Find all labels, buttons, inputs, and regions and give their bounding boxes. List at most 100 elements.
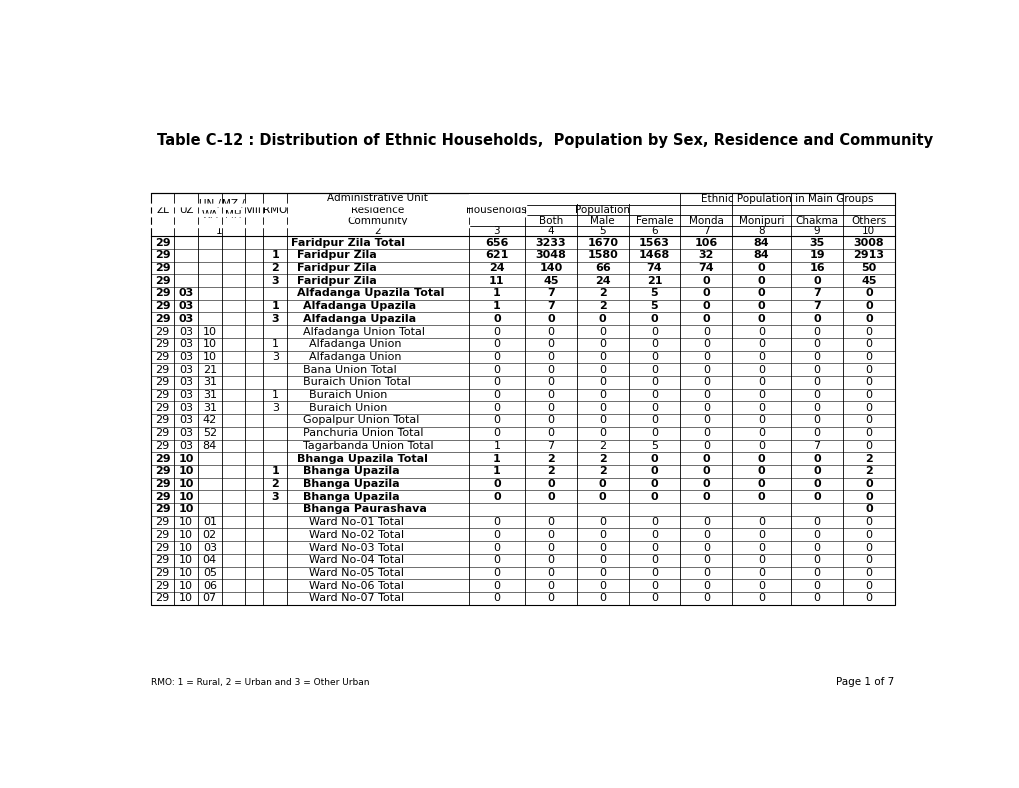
Text: 0: 0 xyxy=(813,581,819,591)
Text: 2: 2 xyxy=(598,440,605,451)
Text: Faridpur Zila Total: Faridpur Zila Total xyxy=(290,238,405,247)
Text: 0: 0 xyxy=(493,403,500,413)
Text: Gopalpur Union Total: Gopalpur Union Total xyxy=(303,415,419,426)
Text: 0: 0 xyxy=(757,454,764,463)
Text: 10: 10 xyxy=(179,517,193,527)
Text: 0: 0 xyxy=(812,276,820,286)
Text: 0: 0 xyxy=(757,440,764,451)
Text: 2: 2 xyxy=(546,454,554,463)
Text: 7: 7 xyxy=(813,440,820,451)
Text: 03: 03 xyxy=(179,415,193,426)
Text: 0: 0 xyxy=(547,377,554,388)
Text: 0: 0 xyxy=(650,428,657,438)
Text: 03: 03 xyxy=(179,390,193,400)
Text: 0: 0 xyxy=(598,339,605,349)
Text: 7: 7 xyxy=(546,301,554,311)
Text: 29: 29 xyxy=(155,365,169,374)
Text: 4: 4 xyxy=(547,226,553,236)
Text: 10: 10 xyxy=(178,454,194,463)
Text: 0: 0 xyxy=(757,276,764,286)
Text: 0: 0 xyxy=(650,365,657,374)
Text: 29: 29 xyxy=(155,251,170,260)
Text: 0: 0 xyxy=(702,390,709,400)
Text: 0: 0 xyxy=(650,593,657,604)
Text: 10: 10 xyxy=(179,593,193,604)
Text: 2: 2 xyxy=(546,466,554,476)
Text: 29: 29 xyxy=(155,238,170,247)
Text: 03: 03 xyxy=(179,440,193,451)
Text: 106: 106 xyxy=(694,238,717,247)
Text: 29: 29 xyxy=(155,440,169,451)
Text: 0: 0 xyxy=(650,352,657,362)
Text: 19: 19 xyxy=(808,251,824,260)
Text: 0: 0 xyxy=(864,403,871,413)
Text: 66: 66 xyxy=(594,263,610,273)
Text: 0: 0 xyxy=(598,492,606,502)
Text: 0: 0 xyxy=(650,339,657,349)
Text: 0: 0 xyxy=(757,390,764,400)
Text: 0: 0 xyxy=(702,339,709,349)
Text: 0: 0 xyxy=(492,479,500,489)
Text: 45: 45 xyxy=(860,276,875,286)
Text: Alfadanga Union: Alfadanga Union xyxy=(309,352,401,362)
Text: 0: 0 xyxy=(702,492,709,502)
Text: 140: 140 xyxy=(539,263,562,273)
Text: 0: 0 xyxy=(546,479,554,489)
Text: 02: 02 xyxy=(203,530,217,540)
Text: UZ: UZ xyxy=(178,205,194,214)
Text: 0: 0 xyxy=(702,454,709,463)
Text: ZL: ZL xyxy=(156,205,169,214)
Text: 29: 29 xyxy=(155,530,169,540)
Text: 0: 0 xyxy=(813,530,819,540)
Text: 1: 1 xyxy=(492,454,500,463)
Text: 1580: 1580 xyxy=(587,251,618,260)
Text: 0: 0 xyxy=(493,428,500,438)
Text: 03: 03 xyxy=(179,377,193,388)
Text: 29: 29 xyxy=(155,263,170,273)
Text: 1: 1 xyxy=(492,466,500,476)
Text: 0: 0 xyxy=(547,326,554,336)
Text: RMO: RMO xyxy=(263,205,287,214)
Text: 3: 3 xyxy=(271,276,279,286)
Text: 29: 29 xyxy=(155,492,170,502)
Text: Vill: Vill xyxy=(247,205,262,214)
Text: 0: 0 xyxy=(864,352,871,362)
Text: 0: 0 xyxy=(757,492,764,502)
Text: 0: 0 xyxy=(702,581,709,591)
Text: 2: 2 xyxy=(864,454,872,463)
Text: 0: 0 xyxy=(864,428,871,438)
Text: 10: 10 xyxy=(179,556,193,565)
Text: 0: 0 xyxy=(864,339,871,349)
Text: 9: 9 xyxy=(813,226,819,236)
Text: 74: 74 xyxy=(698,263,713,273)
Text: 0: 0 xyxy=(757,415,764,426)
Text: 0: 0 xyxy=(702,593,709,604)
Text: Ethnic: Ethnic xyxy=(586,194,619,204)
Text: 0: 0 xyxy=(813,428,819,438)
Text: 31: 31 xyxy=(203,403,217,413)
Text: Ethnic: Ethnic xyxy=(557,194,590,204)
Text: 29: 29 xyxy=(155,301,170,311)
Text: 0: 0 xyxy=(813,339,819,349)
Text: 2: 2 xyxy=(598,466,606,476)
Text: 621: 621 xyxy=(485,251,508,260)
Text: 03: 03 xyxy=(179,365,193,374)
Text: 10: 10 xyxy=(179,568,193,578)
Text: 1468: 1468 xyxy=(638,251,669,260)
Text: 0: 0 xyxy=(757,479,764,489)
Text: 29: 29 xyxy=(155,314,170,324)
Text: 1: 1 xyxy=(215,226,222,236)
Text: Male: Male xyxy=(590,216,614,226)
Text: 0: 0 xyxy=(757,314,764,324)
Text: 29: 29 xyxy=(155,504,170,515)
Text: 29: 29 xyxy=(155,568,169,578)
Text: Buraich Union Total: Buraich Union Total xyxy=(303,377,411,388)
Text: 0: 0 xyxy=(864,479,872,489)
Text: 84: 84 xyxy=(203,440,217,451)
Text: Others: Others xyxy=(851,216,886,226)
Text: 0: 0 xyxy=(702,556,709,565)
Text: Ward No-07 Total: Ward No-07 Total xyxy=(309,593,405,604)
Text: 0: 0 xyxy=(702,530,709,540)
Text: 0: 0 xyxy=(547,581,554,591)
Bar xyxy=(469,194,680,204)
